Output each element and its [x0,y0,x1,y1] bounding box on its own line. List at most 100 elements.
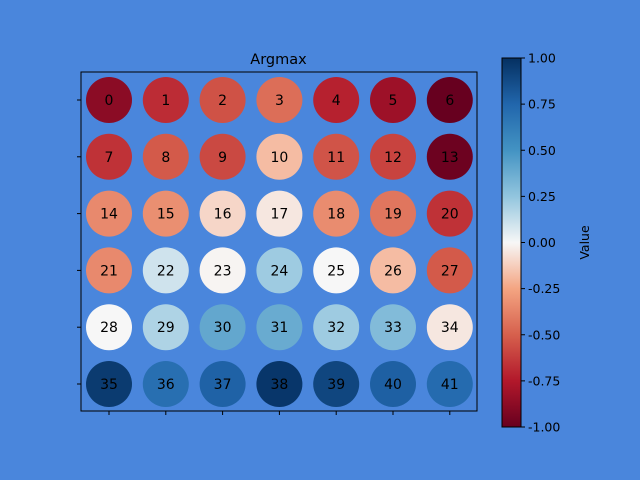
cell-label: 29 [157,320,175,336]
colorbar-tick-label: 0.50 [528,143,556,158]
cell-label: 32 [327,320,345,336]
cell-label: 9 [218,150,227,166]
heatmap-cell [142,77,189,123]
cell-label: 0 [105,93,114,109]
heatmap-cell [199,190,246,237]
heatmap-cell [86,247,132,294]
heatmap-cell [370,304,416,351]
heatmap-cell [313,304,360,351]
colorbar-tick-label: 0.75 [528,97,556,112]
cell-label: 27 [441,263,459,279]
heatmap-cell [86,361,132,407]
cell-label: 10 [270,150,288,166]
heatmap-cell [426,304,473,351]
plot-area [80,71,478,412]
heatmap-cell [256,133,303,180]
cell-label: 11 [327,150,345,166]
heatmap-cell [142,190,189,237]
colorbar-tick-label: 0.00 [528,235,556,250]
heatmap-cell [86,304,132,351]
cell-label: 26 [384,263,402,279]
cell-label: 14 [100,207,118,223]
heatmap-cell [142,361,189,407]
heatmap-cell [142,304,189,351]
heatmap-cell [199,133,246,180]
heatmap-cell [370,247,416,294]
heatmap-cell [86,133,132,180]
cell-label: 30 [214,320,232,336]
cell-label: 37 [214,377,232,393]
cell-label: 21 [100,263,118,279]
cell-label: 19 [384,207,402,223]
cell-label: 31 [270,320,288,336]
heatmap-cell [370,77,416,123]
cell-label: 41 [441,377,459,393]
cell-label: 28 [100,320,118,336]
colorbar-tick-label: -0.75 [528,373,560,388]
heatmap-cell [370,190,416,237]
colorbar-ticks: -1.00 -0.75 -0.50 -0.25 0.00 0.25 0.50 0.75 1.00 [521,51,560,435]
heatmap-cell [199,247,246,294]
heatmap-cell [426,133,473,180]
cell-label: 16 [214,207,232,223]
heatmap-cell [313,133,360,180]
heatmap-cell [426,247,473,294]
heatmap-cell [86,190,132,237]
cell-label: 38 [270,377,288,393]
cell-label: 33 [384,320,402,336]
cell-label: 3 [275,93,284,109]
cell-label: 4 [332,93,341,109]
cell-label: 22 [157,263,175,279]
cell-label: 18 [327,207,345,223]
cell-label: 8 [161,150,170,166]
heatmap-cell [313,361,360,407]
cell-label: 20 [441,207,459,223]
cell-label: 7 [105,150,114,166]
cell-label: 23 [214,263,232,279]
cell-label: 35 [100,377,118,393]
cell-label: 6 [445,93,454,109]
heatmap-cell [370,133,416,180]
cell-label: 5 [389,93,398,109]
cell-label: 17 [270,207,288,223]
cell-label: 24 [270,263,288,279]
heatmap-cell [426,190,473,237]
heatmap-cell [426,361,473,407]
colorbar-label: Value [577,225,592,260]
cell-label: 13 [441,150,459,166]
heatmap-cell [256,77,303,123]
heatmap-cell [426,77,473,123]
heatmap-cell [199,77,246,123]
heatmap-cell [313,247,360,294]
heatmap-cell [142,133,189,180]
heatmap-cell [199,361,246,407]
chart-title: Argmax [250,52,307,68]
heatmap-cell [256,190,303,237]
cell-label: 25 [327,263,345,279]
heatmap-cell [256,361,303,407]
cell-label: 1 [161,93,170,109]
colorbar [501,57,522,428]
cell-label: 34 [441,320,459,336]
heatmap-cell [86,77,132,123]
colorbar-tick-label: -1.00 [528,420,560,435]
heatmap-cell [256,304,303,351]
cell-label: 2 [218,93,227,109]
cell-label: 12 [384,150,402,166]
heatmap-cell [313,77,360,123]
cell-label: 15 [157,207,175,223]
colorbar-tick-label: -0.25 [528,281,560,296]
heatmap-cell [199,304,246,351]
axis-ticks [77,99,451,415]
cell-label: 40 [384,377,402,393]
colorbar-tick-label: 1.00 [528,51,556,66]
cell-label: 36 [157,377,175,393]
heatmap-cell [370,361,416,407]
heatmap-cell [142,247,189,294]
colorbar-tick-label: 0.25 [528,189,556,204]
heatmap-cell [313,190,360,237]
heatmap-cell [256,247,303,294]
cell-label: 39 [327,377,345,393]
